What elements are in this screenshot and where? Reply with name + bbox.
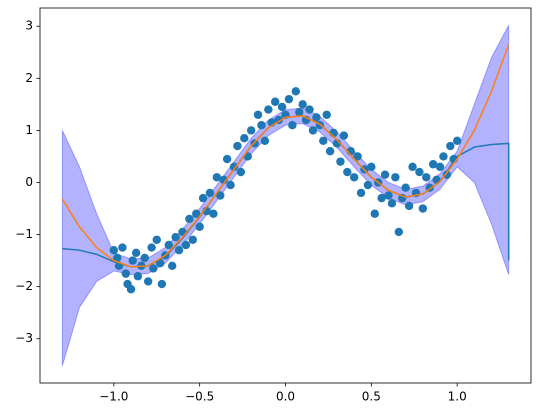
point (236, 167, 246, 177)
line (62, 115, 510, 268)
point (288, 120, 297, 130)
point (264, 105, 273, 114)
plot-frame (39, 7, 532, 384)
point (432, 175, 441, 185)
point (343, 167, 352, 177)
point (349, 173, 359, 182)
point (336, 157, 345, 166)
point (113, 253, 122, 263)
line (61, 44, 510, 268)
point (439, 152, 448, 161)
point (435, 162, 445, 172)
point (147, 243, 156, 252)
point (387, 199, 397, 208)
point (240, 134, 249, 143)
point (192, 209, 201, 218)
x-tick-label: −0.5 (185, 390, 214, 404)
point (257, 120, 266, 130)
point (312, 113, 321, 122)
y-tick-label: 2 (25, 71, 33, 85)
point (319, 136, 328, 146)
point (325, 147, 335, 156)
point (401, 183, 410, 192)
point (377, 193, 386, 203)
x-tick-label: 0.5 (362, 390, 381, 404)
point (370, 209, 379, 218)
point (422, 173, 431, 182)
point (219, 175, 228, 185)
point (291, 87, 301, 96)
point (284, 94, 294, 104)
point (131, 248, 141, 257)
point (295, 107, 304, 117)
point (212, 173, 222, 182)
x-tick-label: 1.0 (448, 390, 467, 404)
point (339, 131, 349, 140)
point (205, 188, 215, 198)
point (109, 245, 119, 255)
point (149, 264, 158, 273)
point (167, 261, 177, 271)
point (270, 97, 280, 106)
point (428, 160, 438, 169)
point (322, 110, 331, 119)
point (253, 110, 263, 119)
y-tick-label: 3 (25, 19, 33, 33)
point (229, 162, 239, 172)
y-tick-label: 0 (25, 175, 33, 189)
point (356, 188, 366, 198)
point (126, 285, 136, 294)
point (198, 193, 208, 203)
point (174, 245, 184, 255)
point (394, 227, 404, 237)
point (140, 253, 149, 263)
point (363, 180, 373, 190)
point (260, 136, 270, 146)
point (209, 209, 218, 218)
point (404, 201, 414, 211)
point (305, 105, 314, 114)
point (216, 191, 225, 200)
point (442, 170, 452, 179)
point (353, 152, 362, 161)
point (298, 100, 307, 109)
point (226, 180, 235, 190)
point (121, 269, 131, 278)
point (391, 173, 400, 182)
point (143, 277, 153, 286)
y-tick-label: −1 (15, 227, 33, 241)
point (185, 214, 194, 224)
y-tick-label: 1 (25, 123, 33, 137)
point (233, 141, 242, 151)
point (157, 279, 167, 289)
point (222, 154, 232, 164)
point (418, 204, 428, 213)
point (408, 162, 417, 172)
point (246, 126, 256, 135)
point (152, 235, 161, 244)
point (128, 256, 137, 265)
point (188, 235, 197, 244)
point (171, 232, 180, 242)
point (277, 102, 287, 112)
point (133, 272, 143, 281)
x-tick-label: −1.0 (99, 390, 128, 404)
point (384, 191, 393, 200)
point (118, 243, 127, 252)
point (415, 167, 424, 177)
point (308, 126, 318, 135)
x-tick-label: 0.0 (276, 390, 295, 404)
point (380, 170, 390, 179)
point (446, 141, 455, 151)
point (367, 162, 376, 172)
point (181, 240, 191, 250)
point (164, 240, 173, 250)
y-tick-label: −2 (15, 279, 33, 293)
point (452, 136, 462, 146)
y-tick-label: −3 (15, 331, 33, 345)
confidence-band (61, 24, 510, 366)
point (195, 222, 204, 231)
